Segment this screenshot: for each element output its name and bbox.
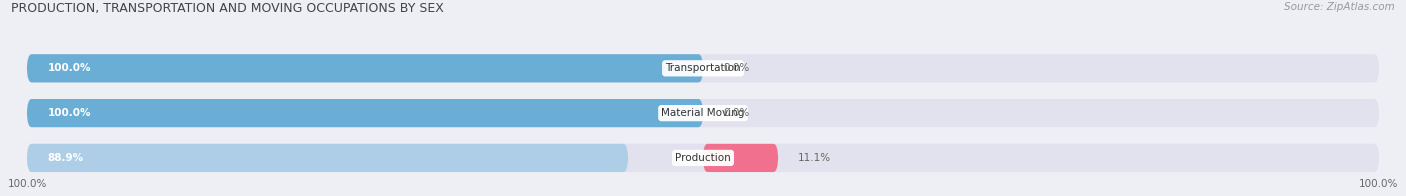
FancyBboxPatch shape [27,99,1379,127]
FancyBboxPatch shape [27,144,1379,172]
Text: Transportation: Transportation [665,63,741,73]
Text: 100.0%: 100.0% [48,63,91,73]
Text: 88.9%: 88.9% [48,153,83,163]
FancyBboxPatch shape [27,99,703,127]
Text: 11.1%: 11.1% [799,153,831,163]
Text: 0.0%: 0.0% [723,108,749,118]
Text: Source: ZipAtlas.com: Source: ZipAtlas.com [1284,2,1395,12]
Text: Production: Production [675,153,731,163]
Text: 100.0%: 100.0% [7,179,46,189]
FancyBboxPatch shape [27,54,1379,83]
FancyBboxPatch shape [27,144,628,172]
Text: 100.0%: 100.0% [1360,179,1399,189]
FancyBboxPatch shape [703,144,778,172]
Text: Material Moving: Material Moving [661,108,745,118]
Text: PRODUCTION, TRANSPORTATION AND MOVING OCCUPATIONS BY SEX: PRODUCTION, TRANSPORTATION AND MOVING OC… [11,2,444,15]
FancyBboxPatch shape [27,54,703,83]
Text: 100.0%: 100.0% [48,108,91,118]
Text: 0.0%: 0.0% [723,63,749,73]
